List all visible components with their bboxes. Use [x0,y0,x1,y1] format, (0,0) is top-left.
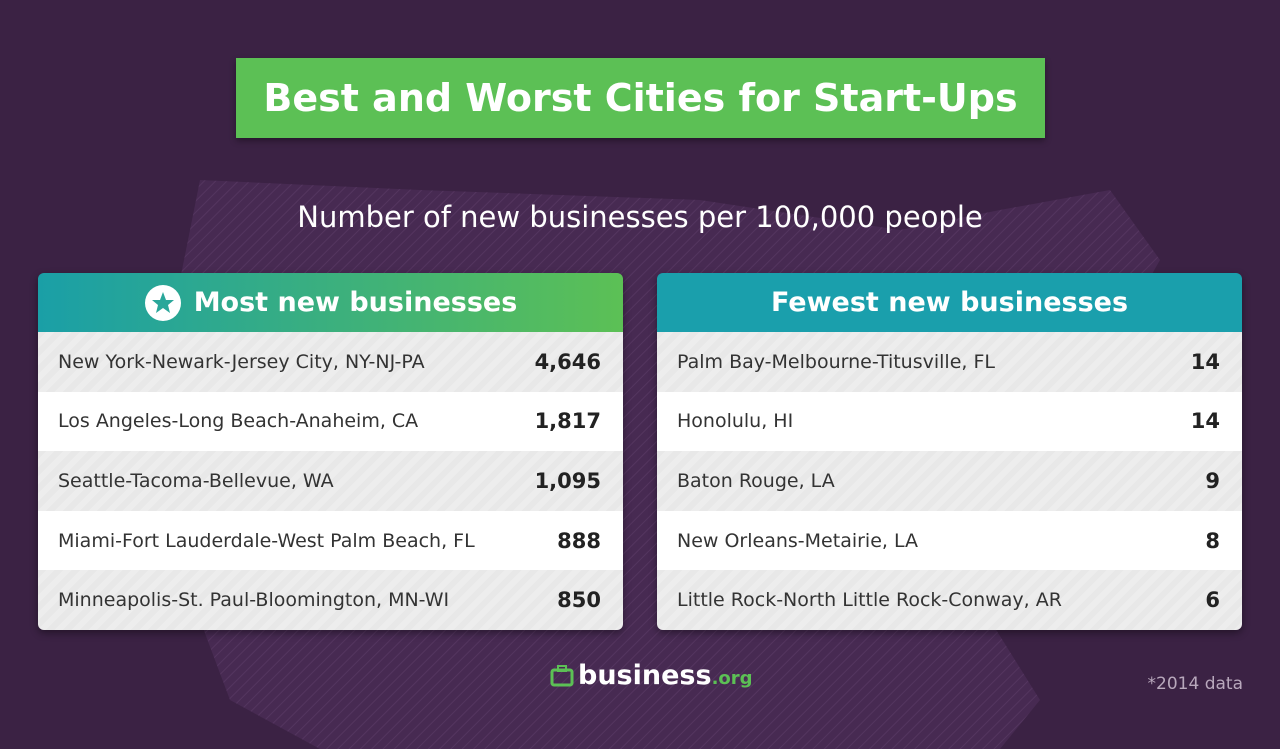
logo-name: business [578,660,712,691]
header-text: Most new businesses [193,287,518,318]
table-body: New York-Newark-Jersey City, NY-NJ-PA 4,6… [38,332,623,630]
table-row: Honolulu, HI 14 [657,391,1242,452]
table-header: Fewest new businesses [657,273,1242,332]
city: Baton Rouge, LA [677,469,835,492]
table-row: Seattle-Tacoma-Bellevue, WA 1,095 [38,451,623,511]
value: 14 [1190,409,1220,434]
briefcase-icon [550,664,574,686]
table-row: Los Angeles-Long Beach-Anaheim, CA 1,817 [38,391,623,452]
city: New Orleans-Metairie, LA [677,529,918,552]
subtitle: Number of new businesses per 100,000 peo… [297,200,983,234]
logo: business .org [550,660,753,691]
table-header: Most new businesses [38,273,623,332]
value: 9 [1205,468,1220,493]
table-row: Little Rock-North Little Rock-Conway, AR… [657,570,1242,630]
city: Minneapolis-St. Paul-Bloomington, MN-WI [58,589,450,612]
city: Miami-Fort Lauderdale-West Palm Beach, F… [58,529,475,552]
table-row: New Orleans-Metairie, LA 8 [657,510,1242,571]
table: Most new businesses New York-Newark-Jers… [38,273,623,630]
header-text: Fewest new businesses [770,287,1129,318]
value: 1,095 [534,468,601,493]
city: Little Rock-North Little Rock-Conway, AR [677,589,1062,612]
logo-suffix: .org [711,668,753,689]
city: New York-Newark-Jersey City, NY-NJ-PA [58,350,425,373]
value: 1,817 [534,409,601,434]
footnote: *2014 data [1147,674,1243,694]
value: 850 [557,588,601,613]
table-body: Palm Bay-Melbourne-Titusville, FL 14 Honol… [657,332,1242,630]
table-row: Palm Bay-Melbourne-Titusville, FL 14 [657,332,1242,392]
table-row: Baton Rouge, LA 9 [657,451,1242,511]
title: Best and Worst Cities for Start-Ups [236,58,1045,138]
value: 6 [1205,588,1220,613]
star-icon [144,284,181,321]
table-row: Minneapolis-St. Paul-Bloomington, MN-WI 8… [38,570,623,630]
value: 888 [557,528,601,553]
city: Los Angeles-Long Beach-Anaheim, CA [58,410,419,433]
value: 14 [1190,349,1220,374]
table: Fewest new businesses Palm Bay-Melbourne… [657,273,1242,630]
city: Seattle-Tacoma-Bellevue, WA [58,469,334,492]
city: Palm Bay-Melbourne-Titusville, FL [677,350,995,373]
value: 8 [1205,528,1220,553]
table-row: New York-Newark-Jersey City, NY-NJ-PA 4,6… [38,332,623,392]
city: Honolulu, HI [677,410,794,433]
table-row: Miami-Fort Lauderdale-West Palm Beach, F… [38,510,623,571]
value: 4,646 [534,349,601,374]
